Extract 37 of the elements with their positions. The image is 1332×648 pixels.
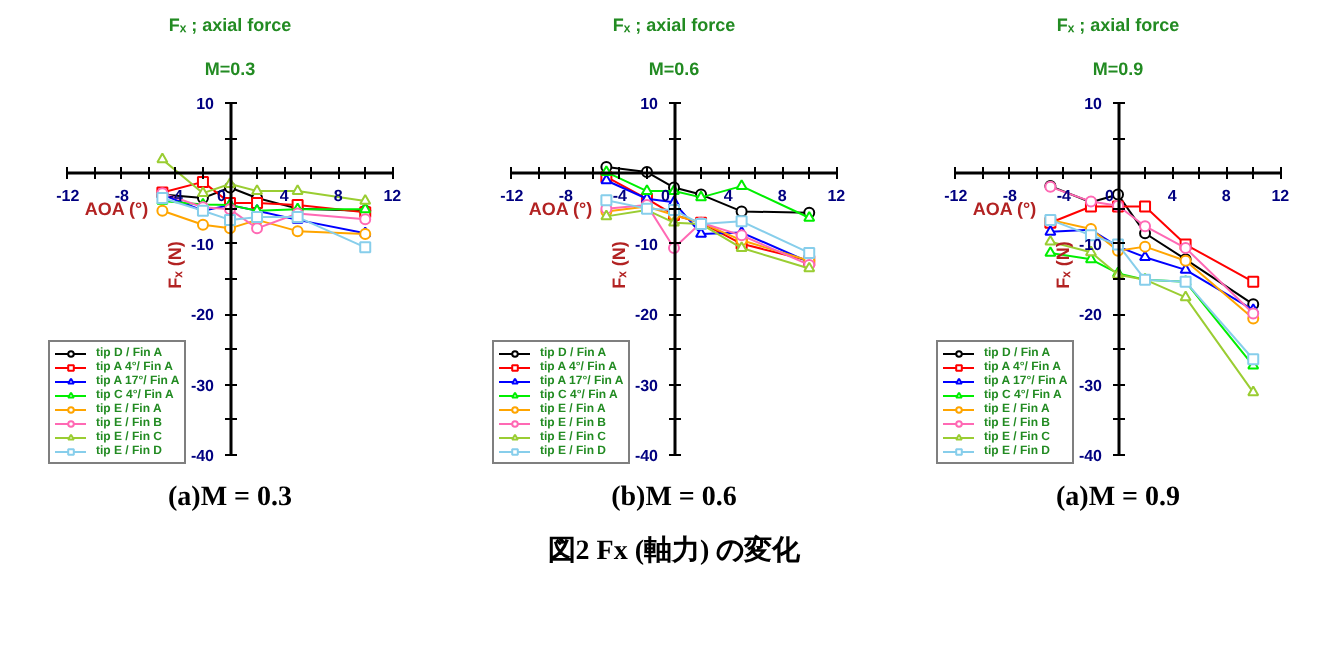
y-tick-label: -40 <box>1078 446 1104 465</box>
x-tick-label: 8 <box>1221 187 1232 206</box>
y-tick-label: -10 <box>1078 235 1104 254</box>
chart-subtitle: M=0.6 <box>648 59 700 79</box>
x-tick-label: 4 <box>1167 187 1178 206</box>
y-tick-label: -10 <box>190 235 216 254</box>
y-tick-label: -30 <box>634 376 660 395</box>
chart-title: Fₓ ; axial force <box>1056 15 1180 35</box>
y-tick-label: -30 <box>1078 376 1104 395</box>
y-tick-label: -40 <box>190 446 216 465</box>
chart-title: Fₓ ; axial force <box>168 15 292 35</box>
y-tick-label: -20 <box>1078 306 1104 325</box>
y-axis-title: Fₓ (N) <box>164 241 185 289</box>
y-axis-title: Fₓ (N) <box>1052 241 1073 289</box>
x-tick-label: 12 <box>1271 187 1291 206</box>
text: (a)M = 0.3 <box>167 483 293 513</box>
y-tick-label: 10 <box>640 95 660 114</box>
chart-subtitle: M=0.3 <box>204 59 256 79</box>
text: (a)M = 0.9 <box>1055 483 1181 513</box>
y-tick-label: -40 <box>634 446 660 465</box>
y-tick-label: -30 <box>190 376 216 395</box>
y-tick-label: -20 <box>634 306 660 325</box>
y-tick-label: -20 <box>190 306 216 325</box>
chart-subtitle: M=0.9 <box>1092 59 1144 79</box>
x-tick-label: -12 <box>944 187 969 206</box>
x-tick-label: -4 <box>168 187 185 206</box>
x-tick-label: -12 <box>56 187 81 206</box>
x-tick-label: 4 <box>279 187 290 206</box>
text: (b)M = 0.6 <box>611 483 737 513</box>
x-tick-label: -12 <box>500 187 525 206</box>
y-tick-label: 10 <box>196 95 216 114</box>
caption: 図2 Fx (軸力) の変化 <box>547 533 803 567</box>
x-tick-label: 12 <box>827 187 847 206</box>
x-tick-label: 12 <box>383 187 403 206</box>
y-tick-label: 10 <box>1084 95 1104 114</box>
x-tick-label: -4 <box>1056 187 1073 206</box>
chart-title: Fₓ ; axial force <box>612 15 736 35</box>
